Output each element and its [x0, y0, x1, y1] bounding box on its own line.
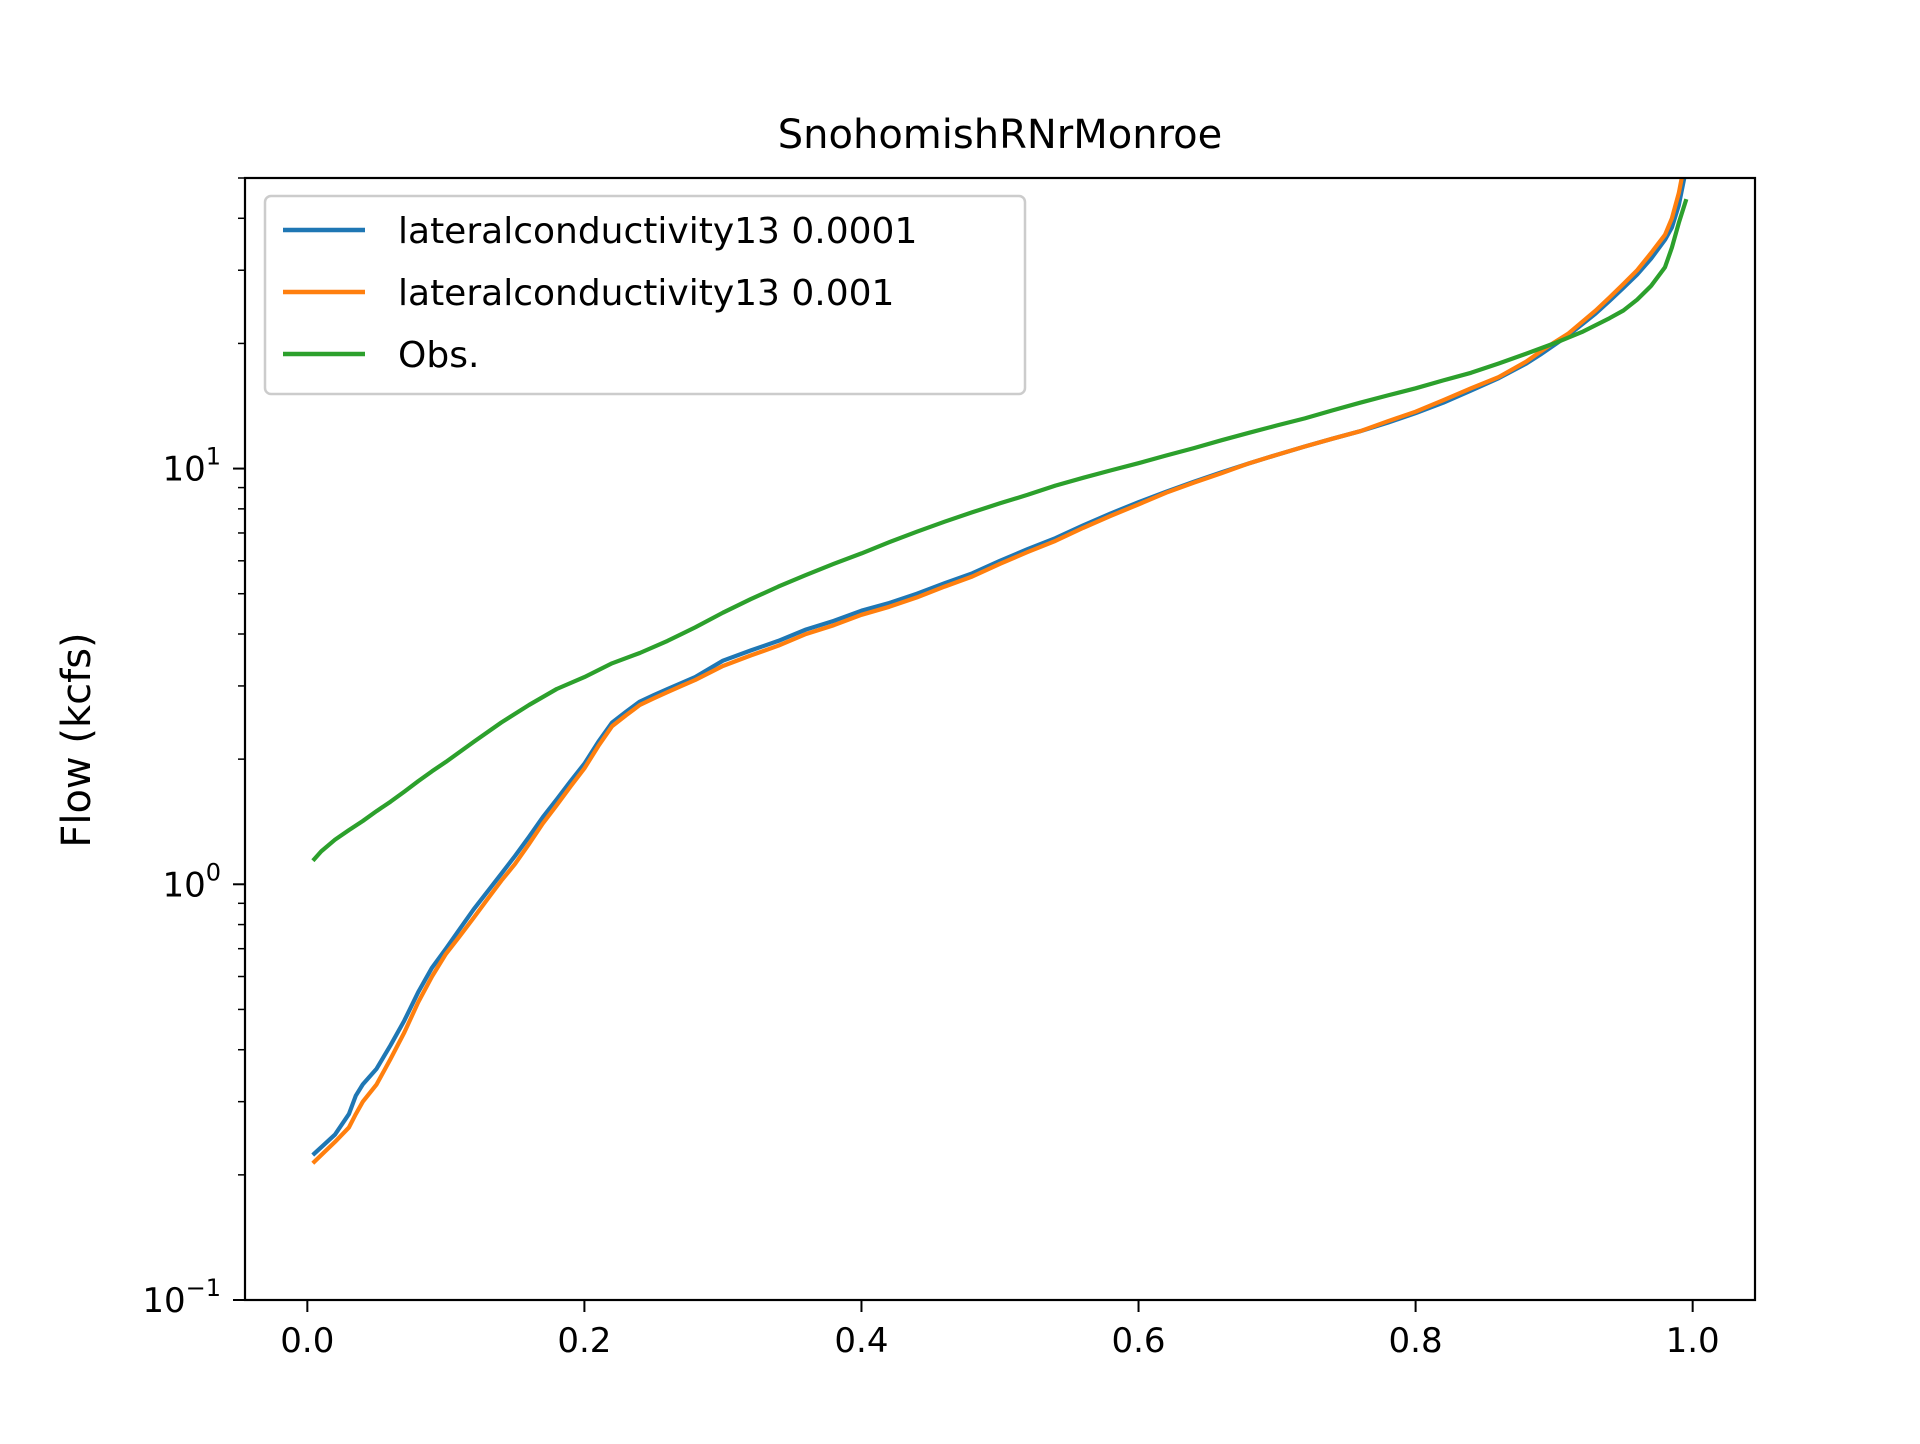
- y-tick-exponent: 1: [206, 443, 221, 471]
- x-tick-label: 0.0: [280, 1321, 334, 1361]
- series-layer: [311, 178, 1689, 1165]
- y-tick-label: 101: [162, 443, 221, 490]
- y-tick-base: 10: [162, 450, 205, 490]
- y-tick-exponent: −1: [186, 1274, 221, 1302]
- legend-label-2: lateralconductivity13 0.001: [398, 273, 894, 314]
- y-tick-label: 10−1: [142, 1274, 221, 1321]
- legend-label-1: lateralconductivity13 0.0001: [398, 211, 917, 252]
- series-line-1: [311, 178, 1687, 1157]
- x-tick-label: 0.8: [1389, 1321, 1443, 1361]
- y-tick-label: 100: [162, 858, 221, 905]
- y-tick-exponent: 0: [206, 858, 221, 886]
- series-line-3: [311, 198, 1689, 863]
- chart-title: SnohomishRNrMonroe: [778, 112, 1222, 158]
- legend: lateralconductivity13 0.0001 lateralcondu…: [263, 194, 1027, 396]
- plot-frame: [243, 176, 1757, 1302]
- plot-area: [311, 178, 1689, 1165]
- x-tick-label: 0.4: [834, 1321, 888, 1361]
- x-tick-label: 1.0: [1666, 1321, 1720, 1361]
- x-axis: 0.0 0.2 0.4 0.6 0.8 1.0: [280, 1300, 1720, 1361]
- legend-box: [263, 194, 1027, 396]
- legend-label-3: Obs.: [398, 335, 479, 376]
- y-axis-label: Flow (kcfs): [54, 632, 100, 847]
- y-tick-base: 10: [142, 1281, 185, 1321]
- series-line-2: [311, 178, 1684, 1165]
- y-tick-base: 10: [162, 865, 205, 905]
- x-tick-label: 0.6: [1111, 1321, 1165, 1361]
- x-tick-label: 0.2: [557, 1321, 611, 1361]
